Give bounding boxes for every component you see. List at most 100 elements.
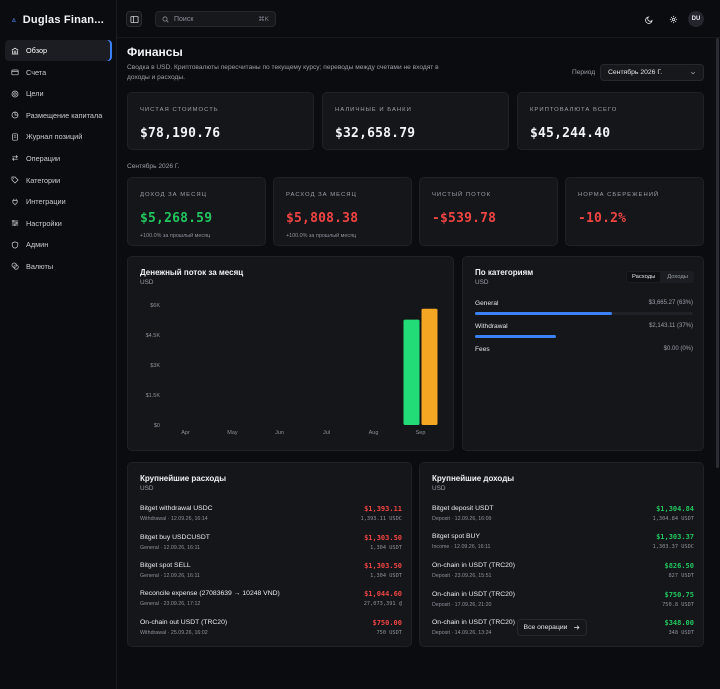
tx-amount: $1,044.60 — [364, 590, 402, 598]
income-row[interactable]: On-chain in USDT (TRC20) Deposit · 14.09… — [432, 619, 694, 645]
cashflow-panel: Денежный поток за месяц USD $0 $1.5K $3K $4… — [127, 256, 454, 451]
cash-banks-card: Наличные и банки $32,658.79 — [322, 92, 509, 150]
sidebar-item-label: Валюты — [26, 261, 54, 271]
search-icon — [162, 16, 169, 23]
tx-title: Bitget deposit USDT — [432, 505, 494, 512]
sidebar-item-label: Цели — [26, 89, 44, 99]
all-operations-button[interactable]: Все операции — [517, 619, 587, 636]
x-tick-label: Aug — [369, 430, 379, 436]
sidebar-item-allocation[interactable]: Размещение капитала — [5, 105, 112, 126]
tx-native-amount: 750.8 USDT — [662, 602, 694, 608]
tx-meta: General · 12.09.26, 16:11 — [140, 545, 200, 551]
search-input[interactable]: Поиск ⌘K — [155, 11, 276, 27]
category-name: Fees — [475, 346, 490, 353]
tx-amount: $1,303.50 — [364, 534, 402, 542]
sidebar-item-settings[interactable]: Настройки — [5, 213, 112, 234]
sidebar-toggle-button[interactable] — [126, 11, 142, 27]
sidebar-item-goals[interactable]: Цели — [5, 83, 112, 104]
sidebar-item-accounts[interactable]: Счета — [5, 62, 112, 83]
tx-meta: General · 23.09.26, 17:12 — [140, 601, 201, 607]
x-tick-label: Apr — [181, 430, 190, 436]
triangle-logo-icon — [12, 17, 16, 22]
tx-amount: $826.50 — [664, 562, 694, 570]
income-row[interactable]: On-chain in USDT (TRC20) Deposit · 23.09… — [432, 562, 694, 588]
kpi-value: -$539.78 — [432, 211, 497, 226]
avatar[interactable]: DU — [688, 11, 704, 27]
category-name: General — [475, 300, 499, 307]
sidebar-item-label: Размещение капитала — [26, 110, 103, 120]
scrollbar[interactable] — [716, 38, 719, 468]
cashflow-bar[interactable] — [403, 319, 420, 425]
income-row[interactable]: On-chain in USDT (TRC20) Deposit · 17.09… — [432, 591, 694, 617]
kpi-value: -10.2% — [578, 211, 627, 226]
sidebar-item-categories[interactable]: Категории — [5, 170, 112, 191]
sidebar-item-label: Обзор — [26, 46, 48, 55]
tag-icon — [11, 176, 19, 184]
y-tick-label: $4.5K — [146, 333, 161, 339]
sidebar-item-overview[interactable]: Обзор — [5, 40, 112, 61]
pie-icon — [11, 111, 19, 119]
kpi-note: +100.0% за прошлый месяц — [140, 233, 211, 239]
tx-native-amount: 27,073,391 ₫ — [363, 601, 402, 607]
expense-row[interactable]: Bitget buy USDCUSDT General · 12.09.26, … — [140, 534, 402, 560]
moon-icon — [644, 15, 653, 24]
kpi-label: Наличные и банки — [335, 107, 412, 113]
kpi-note: +100.0% за прошлый месяц — [286, 233, 357, 239]
income-row[interactable]: Bitget deposit USDT Deposit · 12.09.26, … — [432, 505, 694, 531]
sidebar-item-label: Интеграции — [26, 197, 66, 207]
income-row[interactable]: Bitget spot BUY Income · 12.09.26, 16:11… — [432, 533, 694, 559]
period-value: Сентябрь 2026 Г. — [608, 69, 663, 76]
period-label: Период — [572, 69, 596, 76]
top-income-panel: Крупнейшие доходы USD Bitget deposit USD… — [419, 462, 704, 647]
gear-icon — [669, 15, 677, 23]
settings-button[interactable] — [665, 11, 681, 27]
tx-amount: $1,393.11 — [364, 505, 402, 513]
search-placeholder: Поиск — [174, 15, 194, 23]
panel-unit: USD — [140, 279, 154, 286]
transfer-icon — [11, 154, 19, 162]
category-bar-track — [475, 312, 693, 315]
panel-unit: USD — [140, 485, 154, 492]
tx-meta: Withdrawal · 25.09.26, 16:02 — [140, 630, 208, 636]
tx-title: On-chain in USDT (TRC20) — [432, 619, 515, 626]
tx-title: Bitget spot SELL — [140, 562, 191, 569]
category-bar-fill — [475, 312, 613, 315]
sidebar-item-label: Журнал позиций — [26, 132, 83, 142]
coins-icon — [11, 262, 19, 271]
sidebar-item-label: Счета — [26, 67, 47, 77]
sidebar-item-positions-journal[interactable]: Журнал позиций — [5, 126, 112, 147]
tx-title: Reconcile expense (27083639 → 10248 VND) — [140, 590, 280, 597]
expense-row[interactable]: Bitget spot SELL General · 12.09.26, 16:… — [140, 562, 402, 588]
all-operations-label: Все операции — [523, 624, 568, 631]
sidebar-item-admin[interactable]: Админ — [5, 234, 112, 255]
category-bar-track — [475, 335, 693, 338]
monthly-expense-card: Расход за месяц $5,808.38 +100.0% за про… — [273, 177, 412, 246]
theme-toggle-button[interactable] — [641, 11, 657, 27]
topbar: Поиск ⌘K DU — [117, 0, 720, 38]
sidebar-item-currencies[interactable]: Валюты — [5, 256, 112, 277]
tx-native-amount: 827 USDT — [668, 573, 694, 579]
cashflow-bar[interactable] — [421, 308, 438, 425]
tx-native-amount: 1,393.11 USDC — [360, 516, 402, 522]
sidebar-item-operations[interactable]: Операции — [5, 148, 112, 169]
tx-amount: $750.75 — [664, 591, 694, 599]
brand[interactable]: Duglas Finan... — [0, 0, 116, 40]
toggle-income[interactable]: Доходы — [667, 274, 688, 280]
month-label: Сентябрь 2026 Г. — [127, 163, 180, 170]
savings-rate-card: Норма сбережений -10.2% — [565, 177, 704, 246]
sidebar-item-integrations[interactable]: Интеграции — [5, 191, 112, 212]
expense-row[interactable]: Reconcile expense (27083639 → 10248 VND)… — [140, 590, 402, 616]
plug-icon — [11, 198, 19, 206]
period-select[interactable]: Сентябрь 2026 Г. — [600, 64, 704, 81]
main-content: Финансы Сводка в USD. Криптовалюты перес… — [117, 38, 720, 689]
expense-row[interactable]: Bitget withdrawal USDC Withdrawal · 12.0… — [140, 505, 402, 531]
wallet-icon — [11, 68, 19, 76]
kpi-label: Чистый поток — [432, 192, 492, 198]
toggle-expenses[interactable]: Расходы — [627, 272, 661, 282]
expense-row[interactable]: On-chain out USDT (TRC20) Withdrawal · 2… — [140, 619, 402, 645]
tx-native-amount: 1,304.84 USDT — [652, 516, 694, 522]
sidebar-item-label: Админ — [26, 240, 49, 250]
tx-title: On-chain in USDT (TRC20) — [432, 591, 515, 598]
panel-unit: USD — [475, 279, 489, 286]
tx-meta: Deposit · 23.09.26, 15:51 — [432, 573, 492, 579]
